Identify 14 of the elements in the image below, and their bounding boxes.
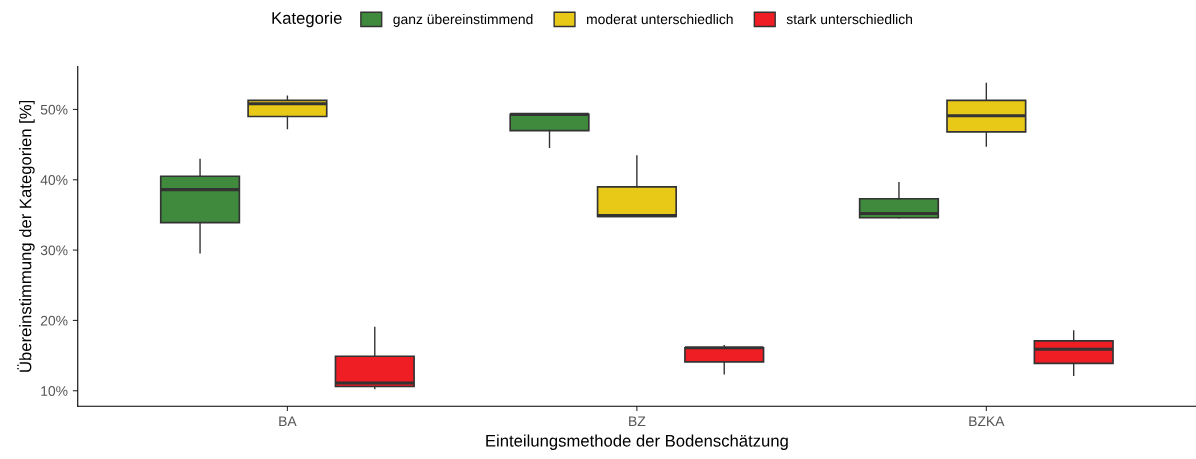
legend-label: stark unterschiedlich <box>786 13 912 25</box>
legend-label: ganz übereinstimmend <box>393 13 533 27</box>
y-axis-title: Übereinstimmung der Kategorien [%] <box>17 100 35 372</box>
x-tick-label: BZKA <box>969 416 1005 426</box>
x-tick-label: BZ <box>629 416 646 426</box>
y-tick-label: 40% <box>40 175 68 185</box>
x-axis-title: Einteilungsmethode der Bodenschätzung <box>486 434 788 450</box>
legend-label: moderat unterschiedlich <box>587 13 733 25</box>
y-tick-label: 10% <box>41 386 68 396</box>
legend-title: Kategorie <box>272 11 342 28</box>
x-tick-label: BA <box>279 416 297 426</box>
y-tick-label: 20% <box>40 315 68 326</box>
y-tick-label: 30% <box>40 245 68 256</box>
y-tick-label: 50% <box>40 104 68 115</box>
